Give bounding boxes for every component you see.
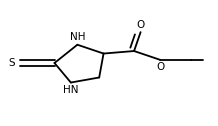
Text: O: O (136, 20, 145, 30)
Text: O: O (156, 62, 164, 72)
Text: S: S (9, 58, 15, 68)
Text: HN: HN (63, 85, 79, 95)
Text: NH: NH (70, 32, 85, 42)
